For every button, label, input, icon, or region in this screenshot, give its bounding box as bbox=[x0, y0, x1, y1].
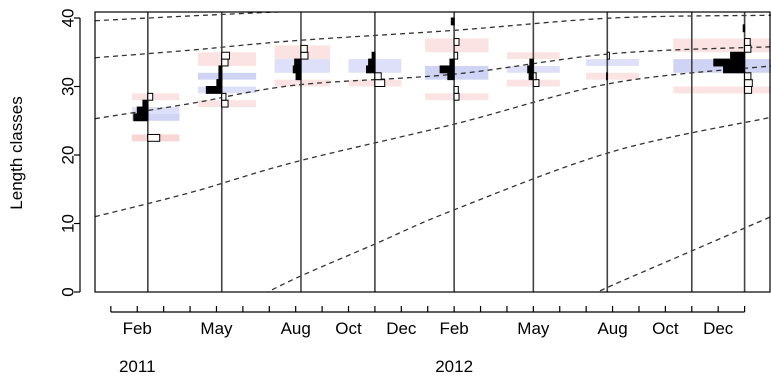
histogram-bar-observed bbox=[368, 58, 376, 67]
histogram-bar-expected bbox=[453, 92, 460, 101]
plot-frame bbox=[94, 11, 771, 293]
x-tick-label: Aug bbox=[281, 319, 311, 338]
y-tick-label: 30 bbox=[59, 77, 78, 96]
x-tick-label: Feb bbox=[123, 319, 152, 338]
histogram-bar-observed bbox=[142, 99, 149, 108]
background-band bbox=[274, 59, 331, 73]
year-label: 2012 bbox=[435, 357, 473, 376]
x-tick-label: Oct bbox=[652, 319, 679, 338]
histogram-bar-observed bbox=[730, 51, 746, 60]
background-band bbox=[197, 86, 257, 94]
growth-curve bbox=[595, 216, 771, 292]
growth-curve bbox=[95, 14, 771, 59]
histogram-bar-expected bbox=[147, 133, 161, 142]
y-tick-label: 0 bbox=[59, 287, 78, 296]
histogram-bar-expected bbox=[374, 79, 386, 88]
histogram-bar-expected bbox=[300, 44, 308, 53]
histogram-bar-observed bbox=[366, 65, 376, 74]
histogram-bar-expected bbox=[147, 92, 154, 101]
histogram-bar-observed bbox=[294, 58, 302, 67]
growth-curve bbox=[95, 46, 771, 120]
y-tick-label: 20 bbox=[59, 146, 78, 165]
background-band bbox=[673, 38, 771, 53]
histogram-bar-observed bbox=[606, 72, 608, 81]
histogram-bar-observed bbox=[713, 58, 746, 67]
background-band bbox=[673, 86, 771, 94]
background-band bbox=[425, 65, 489, 80]
histogram-bar-observed bbox=[439, 65, 455, 74]
histogram-bar-observed bbox=[371, 51, 376, 60]
x-tick-label: Dec bbox=[703, 319, 734, 338]
histogram-bar-observed bbox=[218, 72, 223, 81]
histogram-bar-expected bbox=[606, 51, 610, 60]
histogram-bar-expected bbox=[744, 38, 751, 46]
background-band bbox=[586, 59, 639, 66]
histogram-bars bbox=[133, 17, 753, 142]
growth-curves bbox=[95, 12, 771, 292]
x-tick-label: May bbox=[200, 319, 233, 338]
x-tick-label: May bbox=[517, 319, 550, 338]
background-band bbox=[131, 107, 180, 114]
x-tick-label: Dec bbox=[386, 319, 417, 338]
histogram-bar-expected bbox=[221, 92, 227, 101]
histogram-bar-observed bbox=[216, 79, 223, 88]
y-axis-label: Length classes bbox=[7, 96, 26, 209]
background-band bbox=[131, 93, 180, 101]
x-tick-label: Oct bbox=[335, 319, 362, 338]
histogram-bar-observed bbox=[723, 65, 746, 74]
x-axis: Feb May Aug Oct Dec Feb May Aug Oct Dec 2011 2012 bbox=[110, 306, 746, 376]
histogram-bar-observed bbox=[449, 58, 455, 67]
histogram-bar-expected bbox=[744, 86, 753, 94]
background-band bbox=[131, 113, 180, 121]
histogram-bar-expected bbox=[744, 72, 752, 81]
histogram-bar-observed bbox=[295, 72, 302, 81]
histogram-bar-observed bbox=[447, 72, 455, 81]
histogram-bar-expected bbox=[453, 51, 459, 60]
histogram-bar-expected bbox=[744, 44, 752, 53]
histogram-bar-expected bbox=[532, 79, 540, 88]
histogram-bar-observed bbox=[136, 106, 149, 115]
histogram-bar-expected bbox=[453, 38, 460, 46]
histogram-bar-observed bbox=[450, 17, 455, 26]
histogram-bar-observed bbox=[528, 72, 534, 81]
year-label: 2011 bbox=[119, 357, 156, 376]
histogram-bar-observed bbox=[292, 65, 302, 74]
histogram-bar-expected bbox=[221, 58, 229, 67]
histogram-bar-expected bbox=[453, 86, 459, 94]
growth-curve bbox=[95, 12, 292, 22]
histogram-bar-observed bbox=[527, 65, 534, 74]
x-tick-label: Aug bbox=[597, 319, 627, 338]
x-tick-label: Feb bbox=[439, 319, 468, 338]
background-band bbox=[586, 72, 639, 80]
background-band bbox=[274, 79, 331, 87]
histogram-bar-observed bbox=[218, 65, 223, 74]
histogram-bar-expected bbox=[221, 99, 229, 108]
y-tick-label: 10 bbox=[59, 214, 78, 233]
histogram-bar-observed bbox=[742, 24, 746, 33]
histogram-bar-observed bbox=[205, 86, 223, 94]
histogram-bar-expected bbox=[744, 79, 753, 88]
histogram-bar-observed bbox=[529, 58, 534, 67]
histogram-bar-expected bbox=[532, 72, 537, 81]
growth-curve bbox=[95, 65, 771, 218]
y-axis: 0 10 20 30 40 bbox=[59, 9, 81, 297]
histogram-bar-expected bbox=[221, 51, 230, 60]
histogram-bar-observed bbox=[133, 113, 149, 122]
background-band bbox=[197, 72, 257, 80]
histogram-bar-expected bbox=[374, 72, 382, 81]
histogram-bar-expected bbox=[300, 51, 309, 60]
y-tick-label: 40 bbox=[59, 9, 78, 28]
